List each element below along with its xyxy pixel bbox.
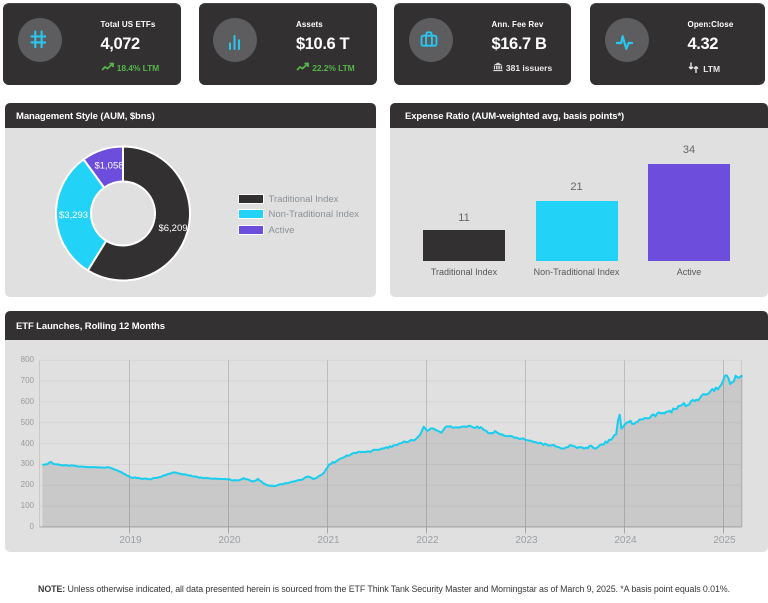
svg-text:$3,293: $3,293 xyxy=(59,210,88,221)
svg-text:$1,058: $1,058 xyxy=(94,161,123,172)
svg-text:$6,209: $6,209 xyxy=(158,223,187,234)
